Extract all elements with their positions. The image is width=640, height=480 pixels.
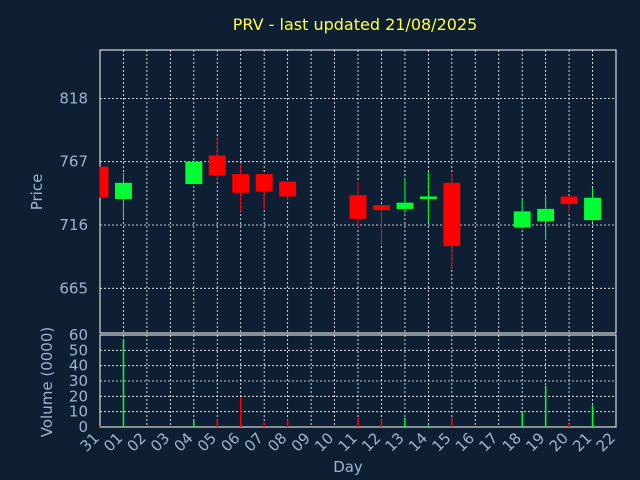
- volume-tick-label: 10: [69, 403, 88, 421]
- x-tick-label: 05: [194, 429, 220, 455]
- volume-bar: [544, 385, 547, 427]
- candle-body: [443, 182, 461, 247]
- price-tick-label: 818: [59, 89, 88, 107]
- volume-tick-label: 0: [78, 418, 88, 436]
- x-tick-label: 14: [405, 429, 431, 455]
- candle-body: [373, 205, 390, 211]
- x-tick-label: 11: [335, 429, 361, 455]
- candle-body: [396, 202, 414, 209]
- volume-tick-label: 20: [69, 387, 88, 405]
- x-tick-label: 17: [475, 429, 501, 455]
- x-tick-label: 13: [382, 429, 408, 455]
- candle-body: [419, 196, 437, 199]
- volume-tick-label: 60: [69, 326, 88, 344]
- candle-body: [115, 182, 132, 199]
- volume-bar: [193, 420, 195, 427]
- candle-body: [255, 174, 273, 192]
- x-tick-label: 01: [100, 429, 126, 455]
- candle-body: [279, 181, 297, 197]
- volume-axis-label: Volume (0000): [38, 327, 56, 437]
- candle-body: [537, 208, 555, 222]
- x-tick-label: 16: [452, 429, 478, 455]
- x-tick-label: 19: [522, 429, 548, 455]
- volume-bar: [591, 405, 594, 427]
- price-tick-label: 767: [59, 153, 88, 171]
- x-tick-label: 02: [124, 429, 150, 455]
- x-tick-label: 18: [499, 429, 525, 455]
- volume-bar: [239, 397, 242, 427]
- volume-bar: [568, 423, 570, 427]
- volume-bar: [216, 419, 219, 427]
- volume-tick-label: 50: [69, 341, 88, 359]
- price-tick-label: 716: [59, 216, 88, 234]
- volume-bar: [451, 417, 453, 427]
- volume-bar: [357, 417, 359, 427]
- candle-body: [185, 161, 203, 185]
- day-axis-label: Day: [333, 458, 363, 476]
- price-tick-label: 665: [59, 279, 88, 297]
- volume-bar: [427, 425, 430, 427]
- x-tick-label: 03: [147, 429, 173, 455]
- volume-tick-label: 40: [69, 357, 88, 375]
- x-tick-label: 08: [264, 429, 290, 455]
- candle-body: [584, 197, 601, 221]
- volume-bar: [404, 417, 406, 427]
- price-axis-label: Price: [28, 174, 46, 211]
- x-tick-label: 04: [170, 429, 196, 455]
- candle-body: [232, 174, 250, 193]
- x-tick-label: 09: [288, 429, 314, 455]
- x-tick-label: 12: [358, 429, 384, 455]
- x-tick-label: 22: [593, 429, 619, 455]
- x-tick-label: 06: [217, 429, 243, 455]
- volume-bar: [99, 426, 101, 427]
- x-tick-label: 20: [546, 429, 572, 455]
- candle-body: [513, 211, 531, 228]
- x-tick-label: 07: [241, 429, 267, 455]
- candle-body: [100, 166, 109, 198]
- candle-body: [560, 196, 578, 204]
- candle-body: [208, 155, 226, 176]
- volume-bar: [286, 419, 289, 427]
- candle-body: [349, 195, 367, 219]
- x-tick-label: 15: [428, 429, 454, 455]
- chart-title: PRV - last updated 21/08/2025: [233, 15, 478, 34]
- volume-bar: [263, 422, 265, 427]
- x-tick-label: 10: [311, 429, 337, 455]
- x-tick-label: 21: [569, 429, 595, 455]
- volume-bar: [521, 411, 523, 427]
- volume-bar: [122, 339, 125, 427]
- volume-bar: [380, 419, 383, 427]
- volume-tick-label: 30: [69, 372, 88, 390]
